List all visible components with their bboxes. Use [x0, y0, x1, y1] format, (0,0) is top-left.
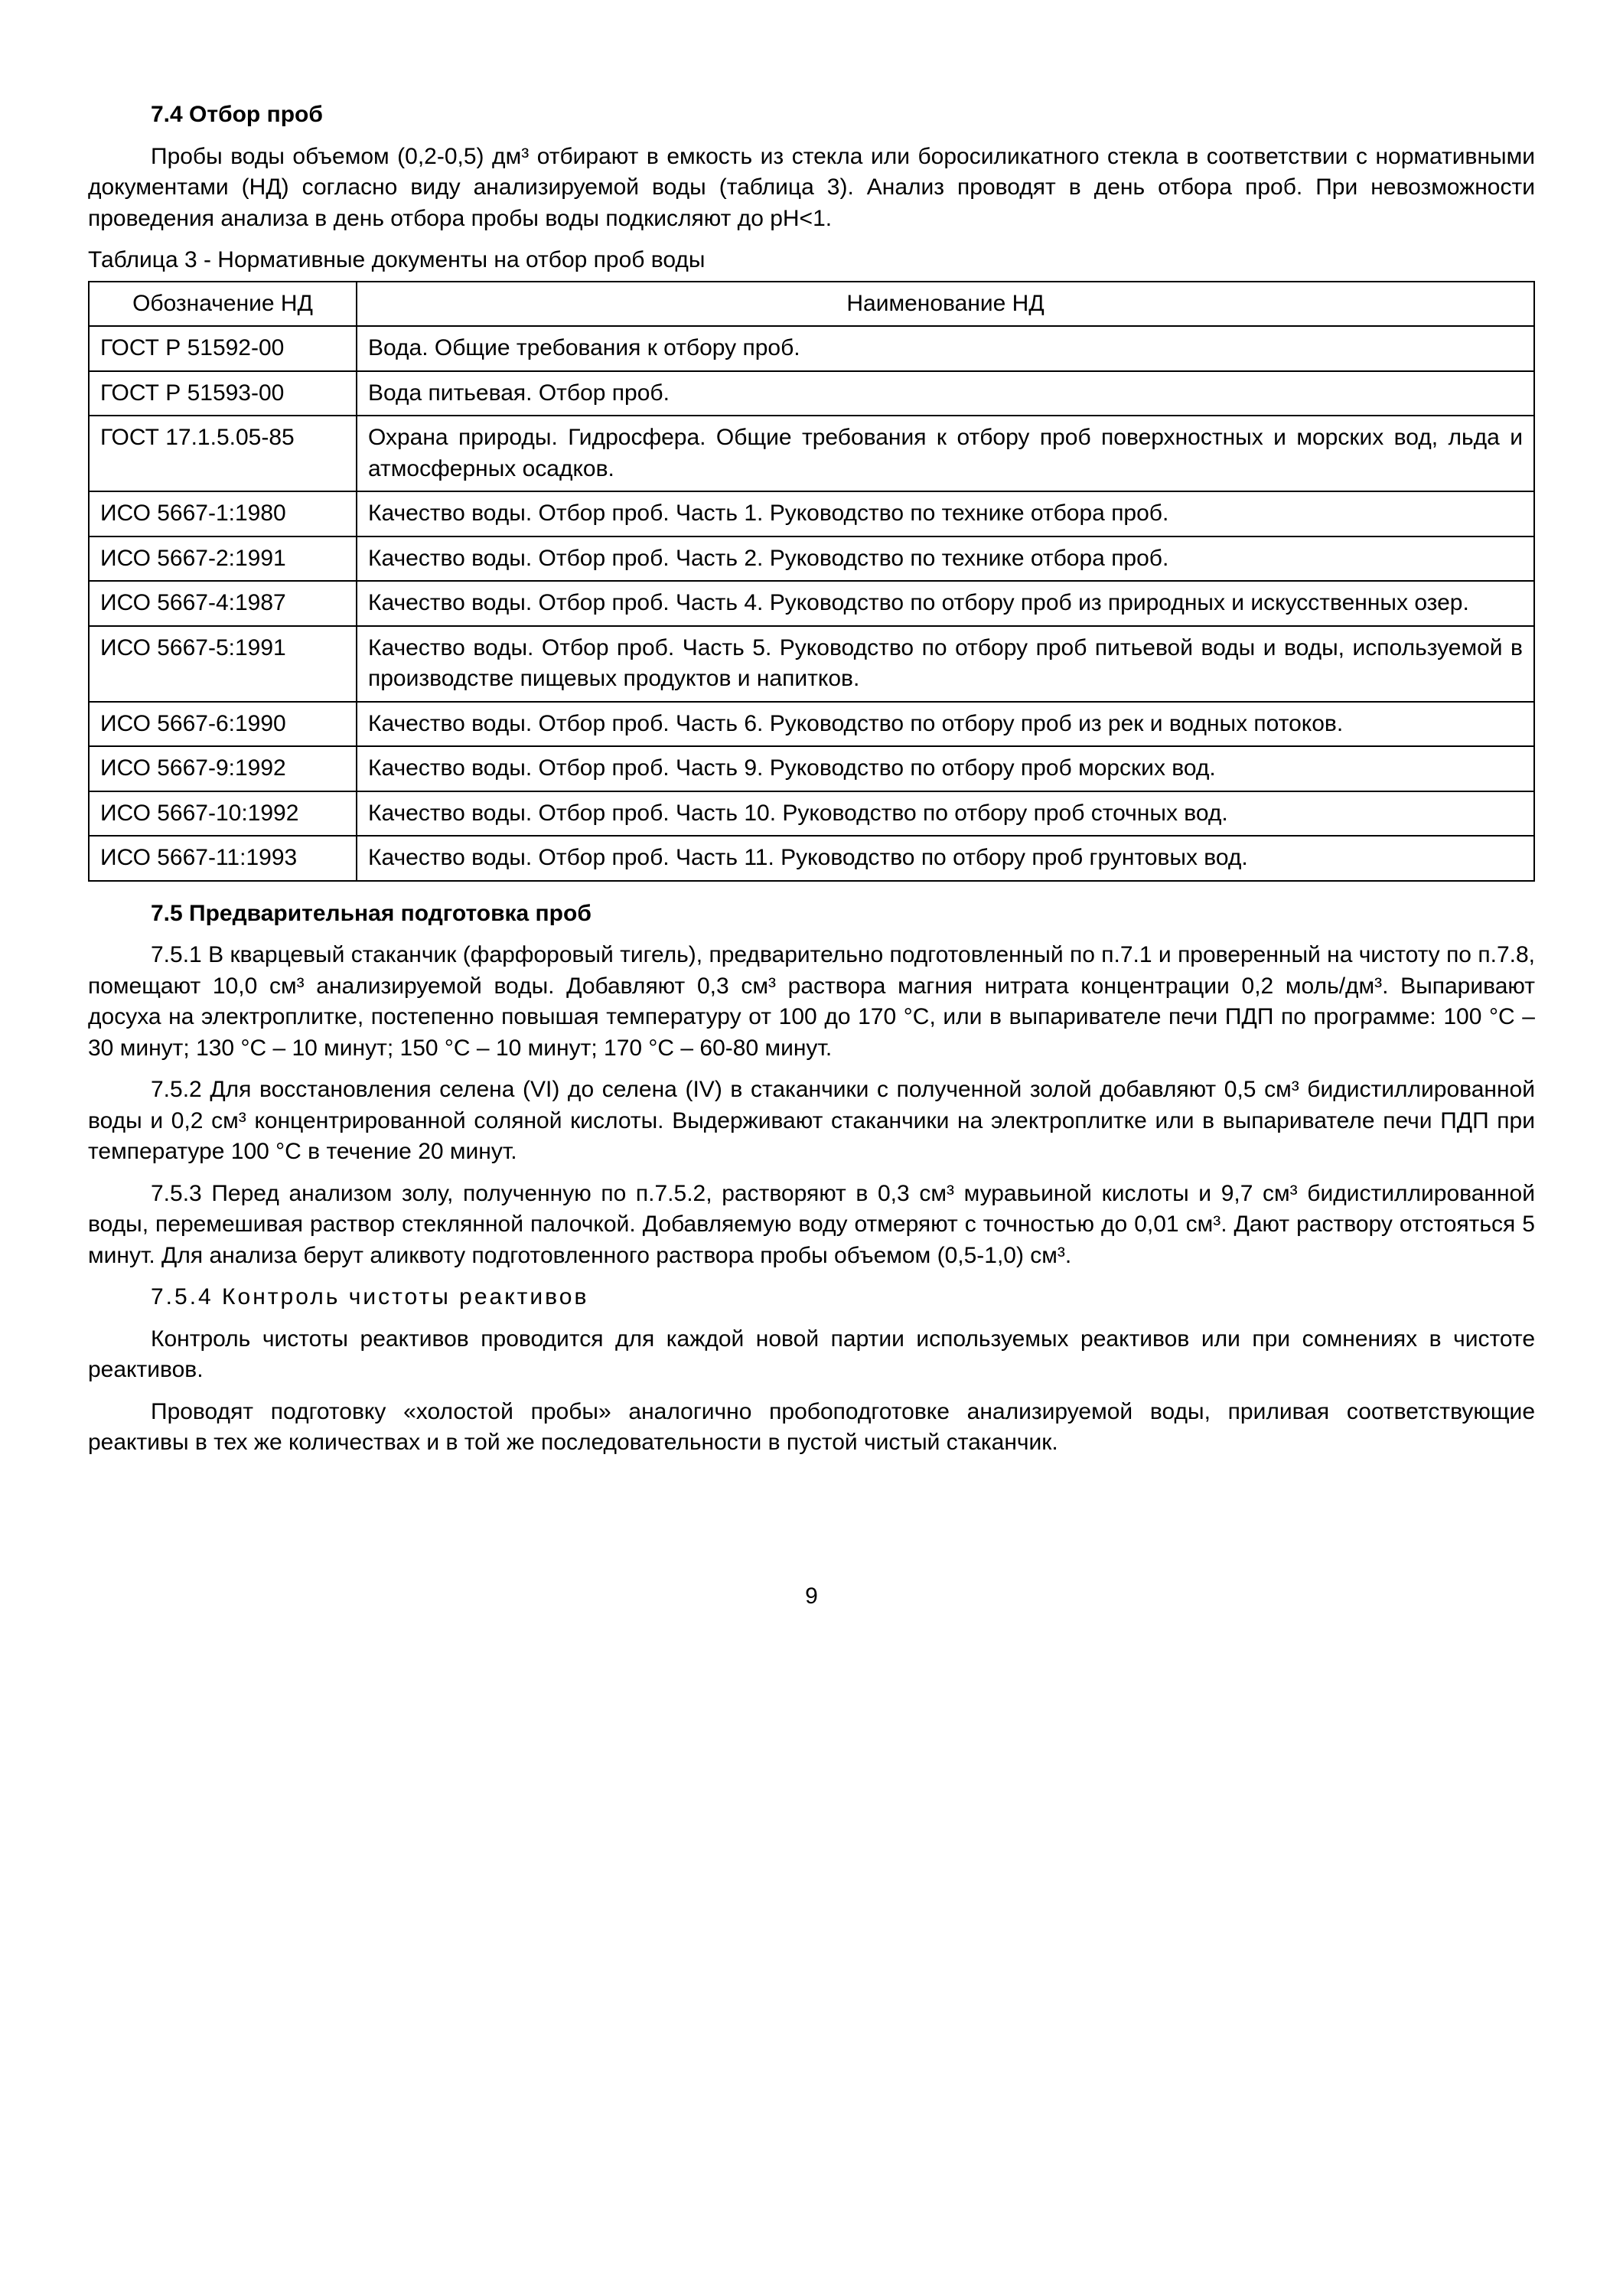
table-header-row: Обозначение НД Наименование НД: [89, 282, 1534, 327]
table-row: ИСО 5667-2:1991Качество воды. Отбор проб…: [89, 536, 1534, 582]
standard-code: ГОСТ 17.1.5.05-85: [89, 416, 357, 491]
table-3: Обозначение НД Наименование НД ГОСТ Р 51…: [88, 281, 1535, 882]
table-row: ИСО 5667-5:1991Качество воды. Отбор проб…: [89, 626, 1534, 702]
table-row: ГОСТ Р 51592-00Вода. Общие требования к …: [89, 326, 1534, 371]
table-col1-header: Обозначение НД: [89, 282, 357, 327]
standard-code: ИСО 5667-10:1992: [89, 791, 357, 837]
table-row: ИСО 5667-9:1992Качество воды. Отбор проб…: [89, 746, 1534, 791]
standard-code: ИСО 5667-2:1991: [89, 536, 357, 582]
standard-code: ИСО 5667-5:1991: [89, 626, 357, 702]
table-row: ИСО 5667-6:1990Качество воды. Отбор проб…: [89, 702, 1534, 747]
standard-code: ИСО 5667-9:1992: [89, 746, 357, 791]
page-number: 9: [88, 1581, 1535, 1613]
table-row: ГОСТ 17.1.5.05-85Охрана природы. Гидросф…: [89, 416, 1534, 491]
standard-name: Качество воды. Отбор проб. Часть 1. Руко…: [357, 491, 1534, 536]
section-7-5-1-para: 7.5.1 В кварцевый стаканчик (фарфоровый …: [88, 940, 1535, 1064]
standard-code: ИСО 5667-6:1990: [89, 702, 357, 747]
section-7-5-4-para-1: Контроль чистоты реактивов проводится дл…: [88, 1324, 1535, 1386]
standard-code: ИСО 5667-1:1980: [89, 491, 357, 536]
section-7-5-heading: 7.5 Предварительная подготовка проб: [88, 899, 1535, 930]
table-row: ИСО 5667-11:1993Качество воды. Отбор про…: [89, 836, 1534, 881]
standard-name: Качество воды. Отбор проб. Часть 9. Руко…: [357, 746, 1534, 791]
table-row: ИСО 5667-10:1992Качество воды. Отбор про…: [89, 791, 1534, 837]
standard-code: ГОСТ Р 51592-00: [89, 326, 357, 371]
table-3-caption: Таблица 3 - Нормативные документы на отб…: [88, 245, 1535, 276]
section-7-5-3-para: 7.5.3 Перед анализом золу, полученную по…: [88, 1179, 1535, 1272]
table-row: ИСО 5667-4:1987Качество воды. Отбор проб…: [89, 581, 1534, 626]
table-row: ИСО 5667-1:1980Качество воды. Отбор проб…: [89, 491, 1534, 536]
standard-name: Качество воды. Отбор проб. Часть 2. Руко…: [357, 536, 1534, 582]
table-row: ГОСТ Р 51593-00Вода питьевая. Отбор проб…: [89, 371, 1534, 416]
standard-code: ИСО 5667-11:1993: [89, 836, 357, 881]
standard-name: Качество воды. Отбор проб. Часть 6. Руко…: [357, 702, 1534, 747]
standard-name: Вода питьевая. Отбор проб.: [357, 371, 1534, 416]
section-7-5-2-para: 7.5.2 Для восстановления селена (VI) до …: [88, 1075, 1535, 1168]
standard-name: Качество воды. Отбор проб. Часть 5. Руко…: [357, 626, 1534, 702]
section-7-5-4-heading: 7.5.4 Контроль чистоты реактивов: [88, 1282, 1535, 1313]
table-col2-header: Наименование НД: [357, 282, 1534, 327]
standard-name: Качество воды. Отбор проб. Часть 10. Рук…: [357, 791, 1534, 837]
standard-code: ИСО 5667-4:1987: [89, 581, 357, 626]
section-7-5-4-para-2: Проводят подготовку «холостой пробы» ана…: [88, 1397, 1535, 1459]
section-7-4-para-1: Пробы воды объемом (0,2-0,5) дм³ отбираю…: [88, 142, 1535, 235]
standard-name: Качество воды. Отбор проб. Часть 11. Рук…: [357, 836, 1534, 881]
standard-code: ГОСТ Р 51593-00: [89, 371, 357, 416]
section-7-4-heading: 7.4 Отбор проб: [88, 99, 1535, 131]
standard-name: Вода. Общие требования к отбору проб.: [357, 326, 1534, 371]
standard-name: Качество воды. Отбор проб. Часть 4. Руко…: [357, 581, 1534, 626]
standard-name: Охрана природы. Гидросфера. Общие требов…: [357, 416, 1534, 491]
